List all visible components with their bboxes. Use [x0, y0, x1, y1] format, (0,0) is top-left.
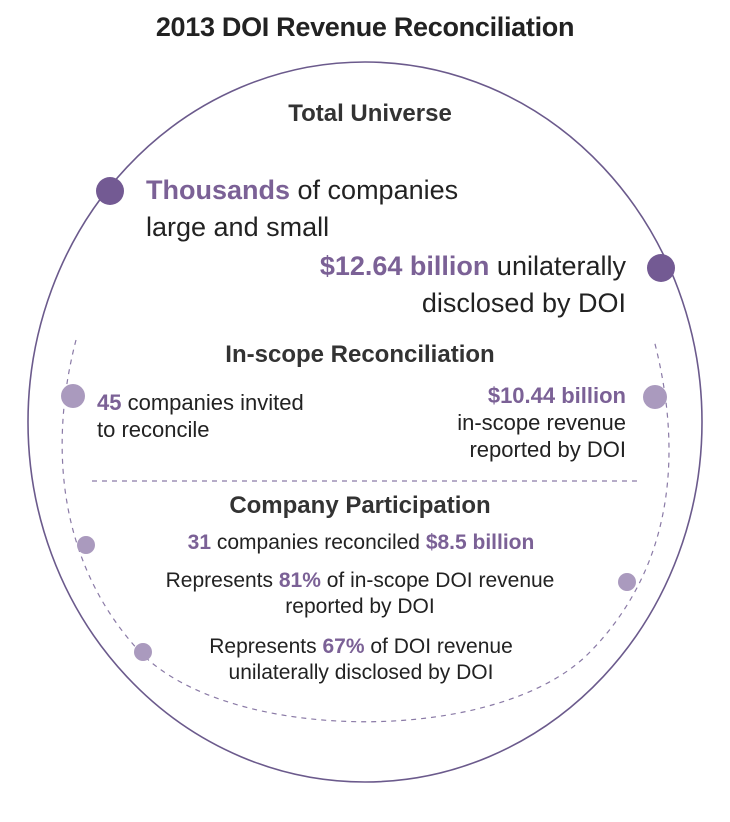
rep2-post: of DOI revenue [370, 635, 513, 658]
participation-count-rest: companies reconciled [216, 531, 420, 554]
page-title: 2013 DOI Revenue Reconciliation [155, 12, 575, 42]
total-universe-ellipse [27, 61, 703, 783]
total-companies-line2: large and small [146, 212, 330, 242]
bullet-dot-inscope-right [643, 385, 667, 409]
total-universe-heading: Total Universe [288, 100, 452, 127]
total-revenue-highlight: $12.64 billion [319, 251, 490, 281]
participation-count-highlight: 31 [187, 531, 212, 554]
total-revenue-line2: disclosed by DOI [421, 288, 626, 318]
in-scope-dashed-boundary [61, 339, 670, 723]
participation-represents-2: Represents 67% of DOI revenue unilateral… [0, 634, 722, 686]
rep1-post: of in-scope DOI revenue [326, 569, 555, 592]
in-scope-companies-highlight: 45 [97, 390, 122, 415]
in-scope-revenue-text: $10.44 billion in-scope revenue reported… [457, 382, 626, 463]
in-scope-revenue-highlight: $10.44 billion [487, 383, 626, 408]
participation-count-text: 31 companies reconciled $8.5 billion [0, 530, 722, 556]
total-companies-highlight: Thousands [146, 175, 291, 205]
total-companies-rest: of companies [297, 175, 459, 205]
total-companies-text: Thousands of companies large and small [146, 172, 458, 246]
in-scope-companies-line2: to reconcile [97, 417, 210, 442]
bullet-dot-participation-2 [618, 573, 636, 591]
rep1-percent: 81% [278, 569, 321, 592]
rep1-pre: Represents [165, 569, 274, 592]
rep2-pre: Represents [209, 635, 317, 658]
in-scope-heading: In-scope Reconciliation [225, 341, 495, 368]
total-revenue-text: $12.64 billion unilaterally disclosed by… [320, 248, 626, 322]
rep2-percent: 67% [322, 635, 365, 658]
in-scope-companies-rest: companies invited [127, 390, 304, 415]
bullet-dot-total-left [96, 177, 124, 205]
in-scope-revenue-line3: reported by DOI [469, 437, 626, 462]
participation-amount-highlight: $8.5 billion [425, 531, 535, 554]
total-revenue-rest: unilaterally [496, 251, 626, 281]
in-scope-companies-text: 45 companies invited to reconcile [97, 389, 304, 443]
participation-heading: Company Participation [229, 492, 491, 519]
in-scope-revenue-line2: in-scope revenue [457, 410, 626, 435]
bullet-dot-total-right [647, 254, 675, 282]
bullet-dot-inscope-left [61, 384, 85, 408]
bullet-dot-participation-3 [134, 643, 152, 661]
participation-represents-1: Represents 81% of in-scope DOI revenue r… [0, 568, 720, 620]
rep2-line2: unilaterally disclosed by DOI [228, 661, 494, 684]
bullet-dot-participation-1 [77, 536, 95, 554]
rep1-line2: reported by DOI [285, 595, 435, 618]
